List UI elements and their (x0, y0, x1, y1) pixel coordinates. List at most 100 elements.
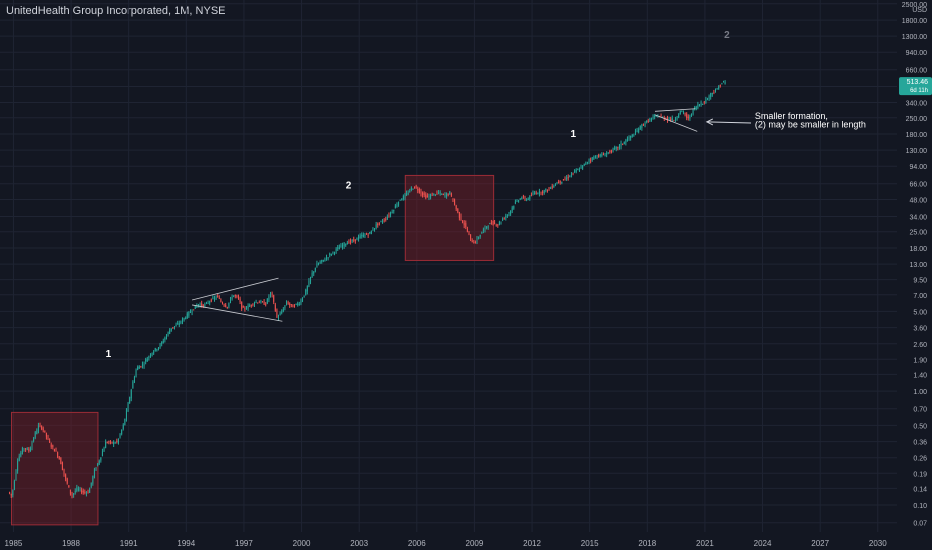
candle-body (193, 309, 195, 311)
candle-body (618, 145, 620, 148)
candle-body (428, 195, 430, 198)
y-tick-label: 1.40 (913, 372, 927, 379)
candle-body (698, 104, 700, 107)
candle-body (85, 492, 87, 494)
y-tick-label: 1.00 (913, 389, 927, 396)
candle-body (60, 457, 62, 465)
candle-body (548, 188, 550, 190)
candle-body (444, 194, 446, 197)
candle-body (390, 212, 392, 215)
candle-body (286, 302, 288, 305)
candle-body (297, 303, 299, 306)
candle-body (628, 137, 630, 139)
candle-body (53, 448, 55, 452)
candle-body (98, 460, 100, 464)
candle-body (65, 474, 67, 479)
candle-body (382, 221, 384, 223)
candle-body (626, 139, 628, 142)
candle-body (668, 118, 670, 120)
candle-body (205, 302, 207, 304)
price-badge-value: 513.46 (907, 79, 929, 86)
chart-title: UnitedHealth Group Incorporated, 1M, NYS… (6, 5, 226, 17)
candle-body (41, 426, 43, 430)
y-tick-label: 2500.00 (902, 2, 927, 9)
candle-body (239, 298, 241, 302)
candle-body (137, 366, 139, 370)
candle-body (550, 187, 552, 189)
candle-body (441, 193, 443, 195)
candle-body (430, 194, 432, 198)
candle-body (21, 448, 23, 454)
candle-body (220, 299, 222, 303)
candle-body (218, 298, 220, 300)
candle-body (100, 457, 102, 461)
candle-body (559, 180, 561, 183)
candle-body (274, 304, 276, 311)
candle-body (23, 448, 25, 450)
candle-body (250, 304, 252, 306)
candle-body (670, 119, 672, 121)
candle-body (542, 191, 544, 193)
candle-body (606, 153, 608, 155)
candle-body (89, 488, 91, 493)
candle-body (305, 289, 307, 296)
candle-body (337, 247, 339, 249)
candle-body (516, 200, 518, 202)
candle-body (242, 306, 244, 308)
candle-body (511, 207, 513, 211)
candle-body (462, 220, 464, 223)
candle-body (157, 347, 159, 350)
candle-body (497, 224, 499, 226)
candle-body (95, 468, 97, 470)
candle-body (724, 81, 726, 84)
candle-body (460, 215, 462, 221)
wave-label: 1 (570, 129, 576, 140)
candle-body (582, 165, 584, 169)
candle-body (673, 120, 675, 122)
trend-line (654, 114, 698, 132)
candle-body (500, 221, 502, 224)
candle-body (415, 186, 417, 188)
candle-body (706, 98, 708, 100)
candle-body (194, 305, 196, 309)
candle-body (601, 154, 603, 156)
currency-label: USD (912, 7, 927, 14)
candle-body (551, 186, 553, 188)
candle-body (298, 304, 300, 306)
candle-body (681, 110, 683, 112)
candle-body (508, 212, 510, 215)
y-tick-label: 0.19 (913, 471, 927, 478)
candle-body (678, 114, 680, 118)
y-tick-label: 1800.00 (902, 18, 927, 25)
candle-body (700, 103, 702, 105)
x-tick-label: 2012 (523, 539, 541, 548)
x-tick-label: 1985 (5, 539, 23, 548)
candle-body (127, 403, 129, 412)
candle-body (521, 198, 523, 200)
candle-body (186, 313, 188, 319)
candle-body (434, 194, 436, 196)
candle-body (33, 438, 35, 442)
candle-body (425, 194, 427, 199)
candle-body (420, 190, 422, 194)
candle-body (353, 239, 355, 241)
candle-body (553, 185, 555, 188)
candle-body (695, 106, 697, 110)
candle-body (236, 295, 238, 297)
candle-body (122, 424, 124, 429)
candle-body (702, 103, 704, 105)
candle-body (188, 311, 190, 316)
candle-body (494, 222, 496, 224)
candle-body (486, 226, 488, 229)
candle-body (466, 229, 468, 232)
y-tick-label: 25.00 (909, 230, 927, 237)
candle-body (506, 214, 508, 216)
candle-body (228, 302, 230, 307)
candle-body (169, 330, 171, 334)
candle-body (108, 441, 110, 443)
candle-body (119, 434, 121, 438)
candle-body (189, 311, 191, 313)
trend-line (191, 277, 279, 301)
candle-body (417, 188, 419, 191)
